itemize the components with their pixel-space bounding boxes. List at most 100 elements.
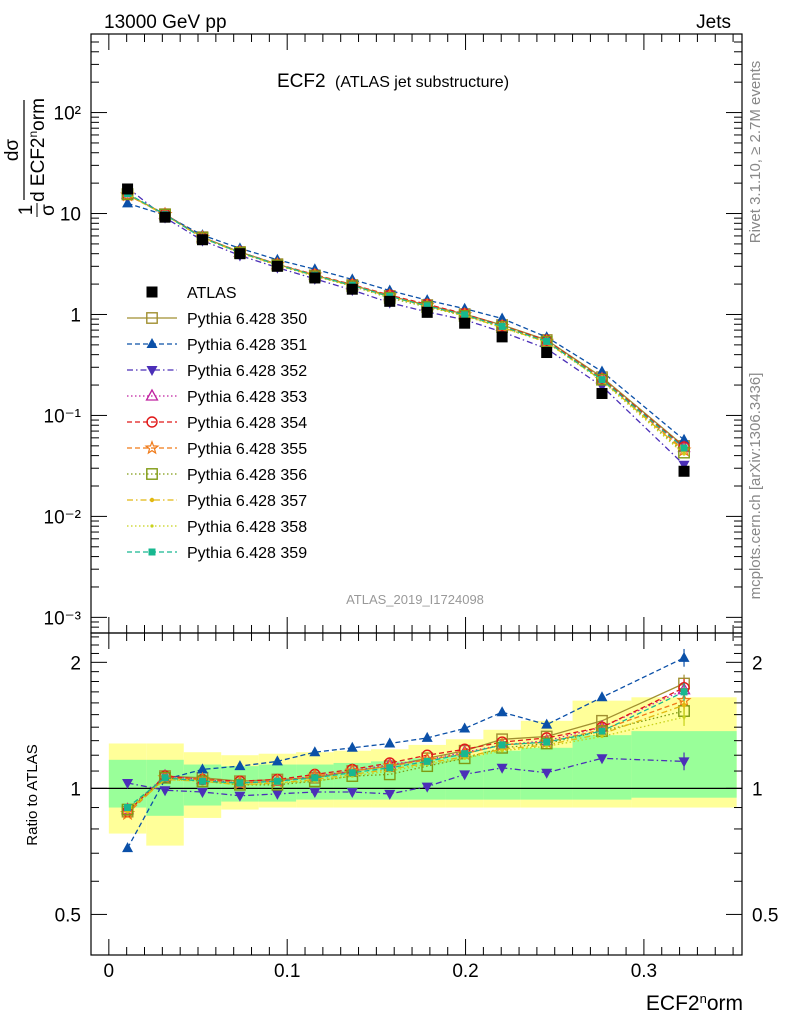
ratio-y-ticks: 0.5 0.5 1 1 2 2 (55, 636, 778, 956)
series-marker (496, 312, 508, 323)
legend-label: Pythia 6.428 354 (187, 415, 307, 432)
y-tick-label: 10⁻³ (44, 608, 82, 629)
legend-marker (146, 286, 158, 298)
series-marker (543, 337, 551, 345)
series-ratio-marker (234, 760, 246, 771)
series-marker (498, 322, 506, 330)
ratio-tick-label-right: 1 (752, 779, 763, 800)
series-ratio-marker (500, 749, 504, 753)
data-point (459, 317, 471, 329)
legend-marker (146, 416, 158, 428)
legend-label: Pythia 6.428 351 (187, 337, 307, 354)
series-ratio-marker (271, 755, 283, 766)
legend-marker (145, 388, 159, 401)
legend-entry-8: Pythia 6.428 357 (127, 493, 307, 510)
series-ratio-marker (498, 741, 506, 749)
data-point (596, 387, 608, 399)
series-ratio-marker (459, 770, 471, 781)
series-marker (461, 311, 469, 319)
series-marker (598, 376, 606, 384)
legend-label: ATLAS (187, 285, 237, 302)
data-point (271, 260, 283, 272)
data-point (496, 331, 508, 343)
series-ratio-marker (311, 774, 319, 782)
legend-marker (146, 312, 158, 324)
ratio-tick-label-left: 2 (70, 653, 81, 674)
legend-entry-6: Pythia 6.428 355 (127, 440, 307, 458)
y-tick-label: 10² (54, 104, 81, 125)
legend-label: Pythia 6.428 359 (187, 545, 307, 562)
x-ticks: 0 0.1 0.2 0.3 (104, 34, 734, 982)
series-ratio-marker (196, 763, 208, 774)
series-line (127, 202, 685, 441)
series-ratio-marker (384, 789, 396, 800)
x-axis-label-base: ECF2 (646, 992, 700, 1015)
series-ratio-marker (384, 737, 396, 748)
main-panel: 10⁻³ 10⁻² 10⁻¹ 1 10 10² (44, 33, 743, 634)
svg-text:1: 1 (16, 205, 37, 216)
series-ratio-marker (348, 769, 356, 777)
series-ratio-marker (198, 777, 206, 785)
series-marker (682, 452, 686, 456)
series-ratio-marker (122, 778, 134, 789)
legend-entry-3: Pythia 6.428 352 (127, 363, 307, 380)
series-ratio-marker (680, 688, 688, 696)
series-ratio-marker (681, 702, 687, 708)
legend-marker (150, 524, 154, 528)
svg-text:d ECF2norm: d ECF2norm (26, 98, 49, 202)
y-tick-label: 10⁻¹ (44, 406, 82, 427)
series-ratio-marker (678, 757, 690, 768)
series-ratio-marker (122, 842, 134, 853)
main-title-main: ECF2 (277, 71, 326, 92)
legend-entry-7: Pythia 6.428 356 (127, 467, 307, 484)
series-ratio-marker (678, 651, 690, 662)
series-ratio-marker (421, 731, 433, 742)
atlas-data (122, 183, 690, 477)
x-axis-label-rest: orm (707, 992, 743, 1015)
series-ratio-marker (124, 804, 132, 812)
data-point (234, 248, 246, 260)
legend-entry-1: Pythia 6.428 350 (127, 311, 307, 328)
series-ratio-marker (600, 734, 604, 739)
series-ratio-marker (234, 791, 246, 802)
ratio-ylabel: Ratio to ATLAS (24, 744, 41, 845)
series-ratio-marker (682, 715, 686, 719)
series-marker (423, 302, 431, 310)
legend-label: Pythia 6.428 358 (187, 519, 307, 536)
x-tick-label: 0 (104, 961, 115, 982)
series-ratio-marker (496, 706, 508, 717)
ratio-frame (90, 632, 743, 956)
series-marker (678, 460, 690, 471)
series-marker (540, 335, 553, 348)
series-ratio-marker (346, 741, 358, 752)
svg-text:dσ: dσ (2, 139, 23, 162)
series-ratio-line (127, 699, 685, 815)
series-ratio-marker (496, 763, 508, 774)
legend-entry-9: Pythia 6.428 358 (127, 519, 307, 536)
series-ratio-marker (273, 777, 281, 785)
legend-marker (144, 440, 160, 455)
series-ratio-marker (459, 722, 471, 733)
legend-entry-2: Pythia 6.428 351 (127, 337, 307, 354)
legend-entry-5: Pythia 6.428 354 (127, 415, 307, 432)
ratio-tick-label-right: 2 (752, 653, 763, 674)
series-ratio-marker (461, 750, 469, 758)
legend-marker (148, 548, 156, 556)
ratio-tick-label-left: 1 (70, 779, 81, 800)
legend-marker (146, 468, 158, 480)
series-line (127, 187, 685, 466)
series-ratio-marker (541, 768, 553, 779)
ratio-panel: 0 0.1 0.2 0.3 0.5 0.5 1 1 2 2 (55, 34, 778, 982)
series-ratio-3 (122, 752, 690, 802)
data-point (346, 283, 358, 295)
data-point (122, 183, 134, 195)
ratio-tick-label-right: 0.5 (752, 905, 778, 926)
inner-band (572, 735, 632, 800)
side-label-mcplots: mcplots.cern.ch [arXiv:1306.3436] (747, 373, 764, 600)
analysis-id: ATLAS_2019_I1724098 (346, 592, 484, 607)
ratio-tick-label-left: 0.5 (55, 905, 81, 926)
series-ratio-marker (598, 727, 606, 735)
series-ratio-line (127, 689, 685, 811)
series-ratio-marker (346, 788, 358, 799)
series-ratio-marker (543, 738, 551, 746)
